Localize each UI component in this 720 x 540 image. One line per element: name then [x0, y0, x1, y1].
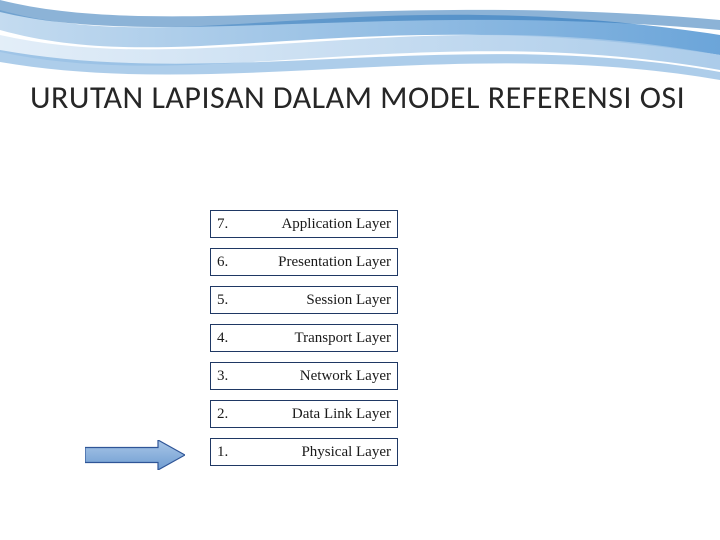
layer-label: Application Layer [228, 216, 391, 233]
layer-label: Session Layer [228, 292, 391, 309]
layer-label: Data Link Layer [228, 406, 391, 423]
layer-number: 2. [217, 406, 228, 423]
layer-number: 6. [217, 254, 228, 271]
layer-number: 3. [217, 368, 228, 385]
layer-number: 1. [217, 444, 228, 461]
layer-label: Transport Layer [228, 330, 391, 347]
layer-number: 5. [217, 292, 228, 309]
layer-row: 7.Application Layer [210, 210, 398, 238]
layer-label: Network Layer [228, 368, 391, 385]
layer-row: 2.Data Link Layer [210, 400, 398, 428]
layer-label: Physical Layer [228, 444, 391, 461]
layer-label: Presentation Layer [228, 254, 391, 271]
slide-title: URUTAN LAPISAN DALAM MODEL REFERENSI OSI [30, 80, 685, 117]
layer-row: 3.Network Layer [210, 362, 398, 390]
layer-row: 1.Physical Layer [210, 438, 398, 466]
layer-row: 4.Transport Layer [210, 324, 398, 352]
layer-number: 7. [217, 216, 228, 233]
layer-row: 5.Session Layer [210, 286, 398, 314]
osi-layers-table: 7.Application Layer 6.Presentation Layer 5… [210, 210, 398, 476]
pointer-arrow [85, 440, 185, 470]
wave-decoration [0, 0, 720, 90]
layer-number: 4. [217, 330, 228, 347]
layer-row: 6.Presentation Layer [210, 248, 398, 276]
